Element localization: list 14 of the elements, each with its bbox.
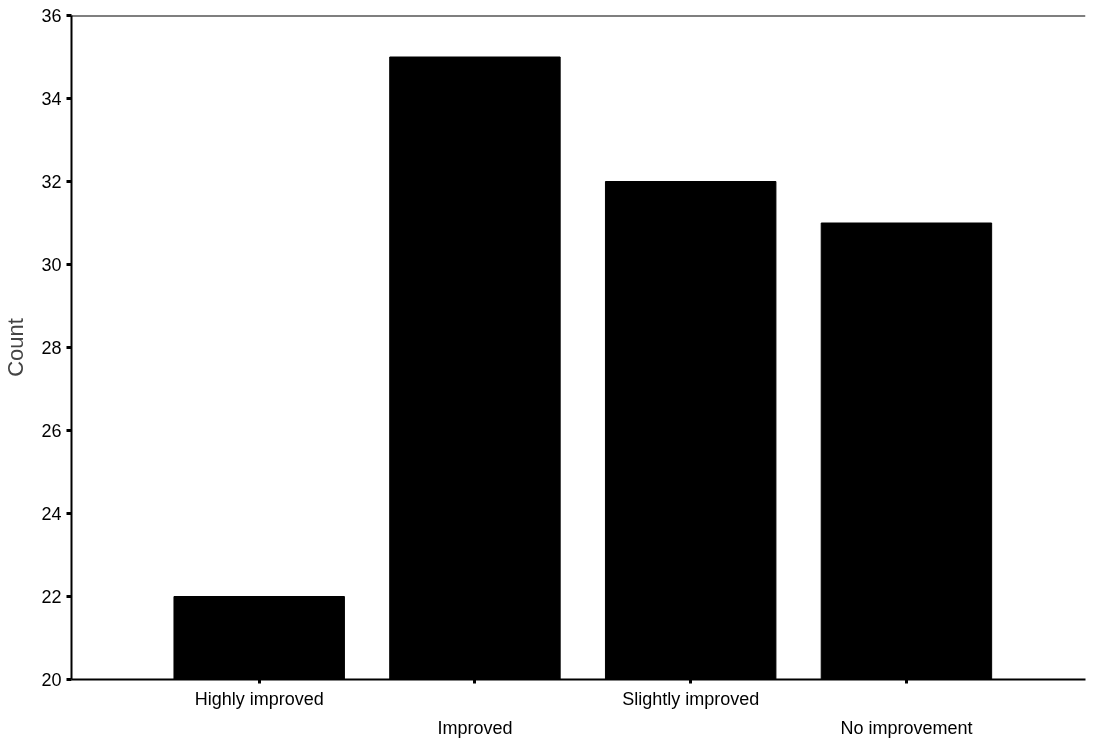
y-tick-label: 24 bbox=[41, 504, 62, 524]
y-tick-label: 36 bbox=[41, 6, 62, 26]
x-tick-label: Highly improved bbox=[194, 688, 324, 709]
x-tick-label: Improved bbox=[437, 717, 513, 738]
y-tick-label: 20 bbox=[41, 670, 62, 690]
y-tick-label: 32 bbox=[41, 172, 62, 192]
y-tick-label: 28 bbox=[41, 338, 62, 358]
y-tick-label: 34 bbox=[41, 89, 62, 109]
x-tick-label: Slightly improved bbox=[622, 688, 760, 709]
y-axis-title: Count bbox=[3, 318, 29, 377]
y-tick-label: 30 bbox=[41, 255, 62, 275]
x-tick-label: No improvement bbox=[840, 717, 973, 738]
y-tick-label: 22 bbox=[41, 587, 62, 607]
y-tick-label: 26 bbox=[41, 421, 62, 441]
